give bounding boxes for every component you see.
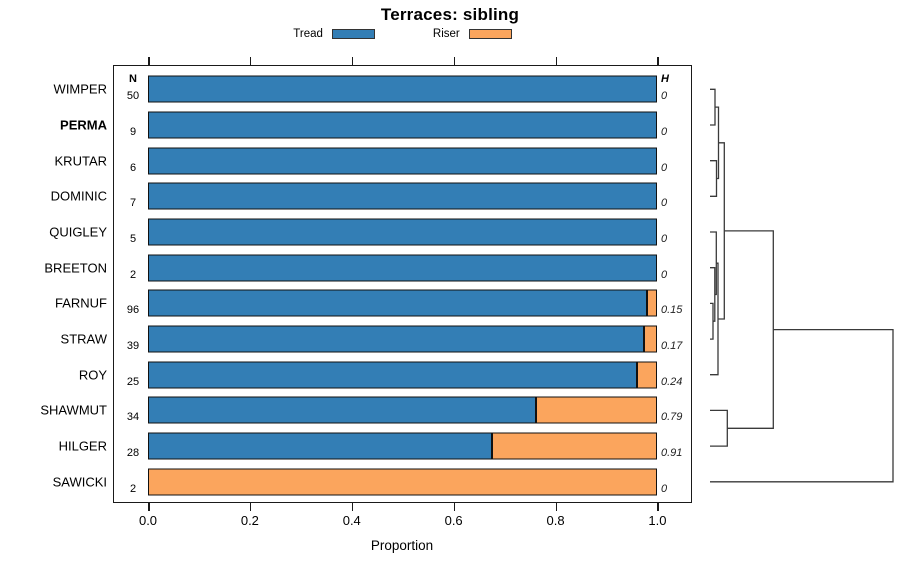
x-axis-tick-top [555, 57, 558, 65]
h-value: 0.79 [661, 411, 683, 424]
bar-row [148, 254, 658, 282]
tread-segment [148, 111, 658, 139]
row-label: KRUTAR [54, 153, 107, 169]
row-label: STRAW [60, 331, 107, 347]
legend-swatch-tread [331, 29, 375, 39]
riser-segment [644, 325, 658, 353]
tread-segment [148, 218, 658, 246]
h-value: 0 [661, 125, 668, 138]
bar-row [148, 218, 658, 246]
x-axis-tick-label: 0.8 [546, 513, 565, 528]
h-value: 0.91 [661, 447, 683, 460]
bar-row [148, 432, 658, 460]
h-value: 0.15 [661, 304, 683, 317]
tread-segment [148, 432, 492, 460]
tread-segment [148, 396, 537, 424]
n-value: 2 [129, 268, 137, 281]
n-value: 50 [126, 90, 140, 103]
bar-row [148, 361, 658, 389]
riser-segment [148, 468, 658, 496]
row-label: FARNUF [55, 295, 107, 311]
x-axis-tick-bottom [351, 503, 354, 511]
tread-segment [148, 325, 645, 353]
bar-row [148, 289, 658, 317]
tread-segment [148, 75, 658, 103]
n-value: 96 [126, 304, 140, 317]
legend-item-tread: Tread [293, 28, 375, 40]
bar-row [148, 182, 658, 210]
bar-row [148, 396, 658, 424]
x-axis-tick-bottom [148, 503, 150, 511]
x-axis-tick-label: 1.0 [648, 513, 667, 528]
legend-item-riser: Riser [433, 28, 512, 40]
x-axis-tick-label: 0.2 [240, 513, 259, 528]
bar-row [148, 147, 658, 175]
row-label: QUIGLEY [49, 224, 107, 240]
n-value: 5 [129, 233, 137, 246]
x-axis-tick-top [351, 57, 354, 65]
dendrogram-links [710, 88, 894, 483]
row-label: WIMPER [53, 81, 107, 97]
row-label: SAWICKI [52, 474, 107, 490]
x-axis-tick-label: 0.4 [342, 513, 361, 528]
tread-segment [148, 182, 658, 210]
h-value: 0 [661, 90, 668, 103]
h-value: 0.24 [661, 375, 683, 388]
x-axis-tick-top [249, 57, 252, 65]
h-column-header: H [661, 72, 669, 85]
n-value: 25 [126, 375, 140, 388]
legend-swatch-riser [468, 29, 512, 39]
x-axis-label: Proportion [370, 538, 434, 553]
x-axis-tick-bottom [657, 503, 659, 511]
n-value: 7 [129, 197, 137, 210]
x-axis-tick-top [657, 57, 659, 65]
riser-segment [646, 289, 658, 317]
row-label: PERMA [60, 117, 107, 133]
h-value: 0.17 [661, 340, 683, 353]
x-axis-tick-top [148, 57, 150, 65]
n-value: 39 [126, 340, 140, 353]
h-value: 0 [661, 233, 668, 246]
x-axis-tick-label: 0.0 [138, 513, 158, 528]
x-axis-tick-top [453, 57, 456, 65]
x-axis-tick-bottom [555, 503, 558, 511]
row-label: BREETON [44, 260, 107, 276]
n-value: 2 [129, 482, 137, 495]
legend-label-riser: Riser [432, 28, 460, 40]
riser-segment [536, 396, 658, 424]
h-value: 0 [661, 268, 668, 281]
riser-segment [491, 432, 658, 460]
bar-row [148, 325, 658, 353]
tread-segment [148, 147, 658, 175]
n-column-header: N [129, 72, 137, 85]
row-label: ROY [78, 367, 107, 383]
n-value: 28 [126, 447, 140, 460]
legend-label-tread: Tread [293, 28, 323, 40]
chart-title: Terraces: sibling [380, 5, 520, 24]
h-value: 0 [661, 161, 668, 174]
tread-segment [148, 289, 647, 317]
riser-segment [637, 361, 658, 389]
x-axis-tick-bottom [453, 503, 456, 511]
x-axis-tick-label: 0.6 [444, 513, 463, 528]
h-value: 0 [661, 482, 668, 495]
bar-row [148, 111, 658, 139]
row-label: HILGER [58, 438, 107, 454]
h-value: 0 [661, 197, 668, 210]
row-label: DOMINIC [50, 188, 107, 204]
tread-segment [148, 361, 637, 389]
n-value: 6 [129, 161, 137, 174]
bar-row [148, 468, 658, 496]
n-value: 34 [126, 411, 140, 424]
row-label: SHAWMUT [40, 402, 107, 418]
n-value: 9 [129, 125, 137, 138]
tread-segment [148, 254, 658, 282]
x-axis-tick-bottom [249, 503, 252, 511]
legend: Tread Riser [113, 26, 692, 42]
bar-row [148, 75, 658, 103]
